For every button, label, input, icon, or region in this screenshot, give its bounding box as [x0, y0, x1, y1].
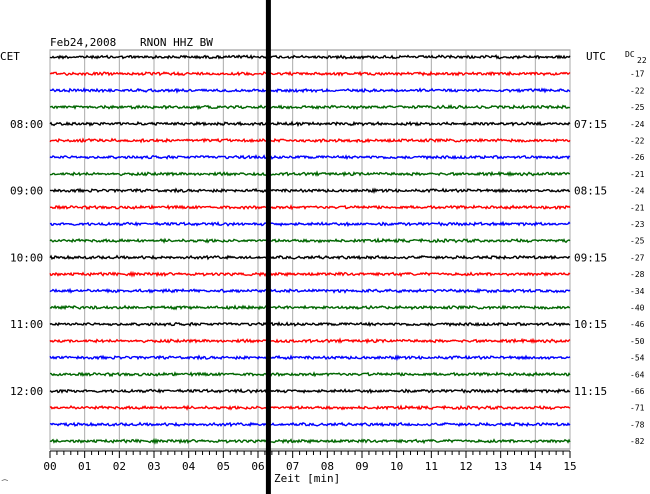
event-marker [265, 0, 271, 494]
dc-label: DC [625, 50, 635, 59]
event-bar [265, 0, 271, 494]
x-tick-label: 13 [494, 460, 507, 473]
right-hour-label: 10:15 [574, 318, 607, 331]
right-timezone-label: UTC [586, 50, 606, 63]
x-tick-label: 09 [355, 460, 368, 473]
trace-row-4 [49, 103, 571, 111]
x-tick-label: 04 [182, 460, 196, 473]
plot-frame [49, 49, 571, 450]
x-tick-label: 10 [390, 460, 403, 473]
dc-offset-value: -17 [630, 70, 645, 79]
trace-row-1 [49, 54, 571, 60]
x-tick-label: 14 [529, 460, 543, 473]
x-tick-label: 08 [321, 460, 334, 473]
dc-offset-value: -21 [630, 170, 645, 179]
dc-offset-value: -82 [630, 437, 645, 446]
dc-offset-value: -25 [630, 237, 645, 246]
trace-row-18 [49, 337, 571, 345]
trace-row-13 [49, 254, 571, 261]
dc-offset-value: -40 [630, 304, 645, 313]
left-hour-label: 10:00 [10, 251, 43, 264]
header-date: Feb24,2008 [50, 36, 116, 49]
trace-row-10 [49, 204, 571, 211]
dc-offset-value: -66 [630, 387, 645, 396]
trace-row-19 [49, 354, 571, 362]
x-axis: 00 01 02 03 04 05 06 07 08 09 10 11 12 13 14 15 [43, 450, 577, 473]
left-hour-label: 08:00 [10, 118, 43, 131]
trace-row-17 [49, 321, 571, 328]
dc-offset-value: -71 [630, 404, 645, 413]
dc-offset-value: -46 [630, 320, 645, 329]
trace-row-2 [49, 70, 571, 77]
x-tick-label: 07 [286, 460, 299, 473]
trace-row-5 [49, 120, 571, 128]
x-tick-label: 12 [459, 460, 472, 473]
dc-offset-value: -26 [630, 153, 645, 162]
dc-offset-value: -78 [630, 420, 645, 429]
trace-row-21 [49, 387, 571, 395]
x-axis-title: Zeit [min] [274, 472, 340, 485]
x-tick-label: 02 [113, 460, 126, 473]
dc-offset-value: -64 [630, 370, 645, 379]
dc-offset-value: -21 [630, 203, 645, 212]
right-hour-labels: 07:15 08:15 09:15 10:15 11:15 [574, 118, 607, 398]
dc-offset-value: -24 [630, 120, 645, 129]
plot-grid [49, 49, 571, 450]
trace-row-14 [49, 270, 571, 278]
dc-offset-value: -23 [630, 220, 645, 229]
dc-offset-value: -34 [630, 287, 645, 296]
dc-offset-value: -27 [630, 253, 645, 262]
trace-rows [49, 54, 571, 445]
trace-row-9 [49, 187, 571, 195]
trace-row-8 [49, 170, 571, 178]
trace-row-11 [49, 220, 571, 228]
dc-offset-labels: -17 -22 -25 -24 -22 -26 -21 -24 -21 -23 -25 -27 -28 -… [630, 70, 645, 446]
trace-row-15 [49, 287, 571, 294]
x-tick-label: 00 [43, 460, 56, 473]
dc-top-value: 22 [637, 56, 647, 65]
dc-offset-value: -22 [630, 137, 645, 146]
dc-offset-value: -50 [630, 337, 645, 346]
dc-offset-value: -28 [630, 270, 645, 279]
x-tick-label: 01 [78, 460, 91, 473]
corner-mark: ⁀ [1, 479, 8, 488]
dc-offset-value: -24 [630, 187, 645, 196]
trace-row-12 [49, 237, 571, 244]
trace-row-24 [49, 437, 571, 445]
trace-row-6 [49, 137, 571, 144]
left-timezone-label: CET [0, 50, 20, 63]
left-hour-label: 09:00 [10, 185, 43, 198]
x-tick-label: 06 [251, 460, 264, 473]
x-tick-label: 03 [147, 460, 160, 473]
dc-offset-value: -54 [630, 354, 645, 363]
trace-row-22 [49, 404, 571, 411]
right-hour-label: 07:15 [574, 118, 607, 131]
x-tick-label: 05 [217, 460, 230, 473]
right-hour-label: 11:15 [574, 385, 607, 398]
dc-offset-value: -22 [630, 86, 645, 95]
trace-row-20 [49, 371, 571, 378]
left-hour-label: 12:00 [10, 385, 43, 398]
right-hour-label: 08:15 [574, 185, 607, 198]
x-tick-label: 11 [425, 460, 438, 473]
left-hour-labels: 08:00 09:00 10:00 11:00 12:00 [10, 118, 43, 398]
trace-row-7 [49, 154, 571, 161]
right-hour-label: 09:15 [574, 251, 607, 264]
trace-row-23 [49, 421, 571, 428]
left-hour-label: 11:00 [10, 318, 43, 331]
x-tick-label: 15 [563, 460, 576, 473]
trace-row-3 [49, 87, 571, 94]
header-station: RNON HHZ BW [140, 36, 213, 49]
dc-offset-value: -25 [630, 103, 645, 112]
trace-row-16 [49, 304, 571, 311]
